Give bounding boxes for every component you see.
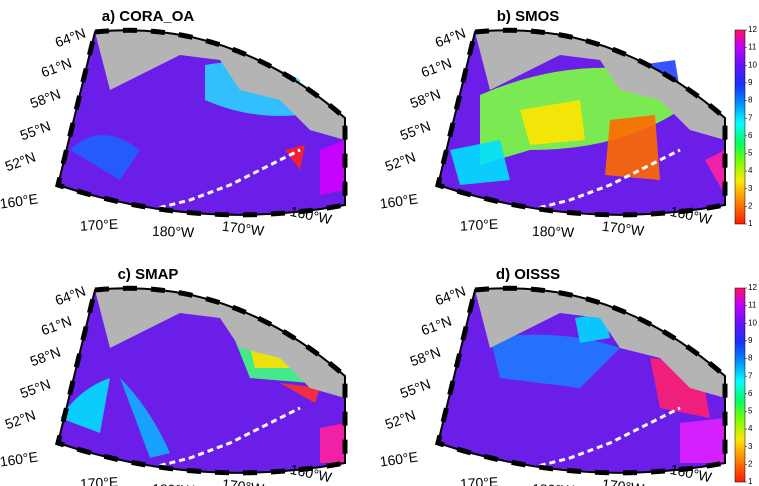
ocean (58, 30, 345, 215)
salinity-patch (605, 115, 660, 180)
panel-title: c) SMAP (118, 266, 179, 283)
salinity-patch (320, 140, 345, 195)
aleutian-islands (529, 406, 681, 470)
map-panel: b) SMOS 64°N 61°N 58°N 55°N 52°N 160°E 170°E 180… (379, 8, 728, 240)
latitude-label: 64°N (53, 283, 88, 309)
colorbar-tick-label: 5 (748, 407, 753, 416)
salinity-patch (120, 378, 170, 458)
land (475, 288, 725, 398)
frame-ticks (435, 285, 728, 476)
colorbar-tick-label: 10 (748, 60, 757, 69)
latitude-label: 55°N (398, 376, 433, 402)
frame-ticks (435, 27, 728, 218)
colorbar (734, 29, 746, 225)
land (475, 30, 725, 141)
land (95, 30, 345, 141)
colorbar-tick-label: 6 (748, 131, 753, 140)
colorbar-tick-label: 2 (748, 201, 753, 210)
latitude-label: 61°N (419, 55, 454, 81)
latitude-label: 52°N (3, 407, 38, 433)
map-panel: d) OISSS 64°N 61°N 58°N 55°N 52°N 160°E 170°E 18… (379, 266, 728, 486)
longitude-label: 160°E (379, 190, 419, 211)
aleutian-islands (529, 148, 681, 212)
colorbar-tick-label: 11 (748, 43, 757, 52)
colorbar-tick-label: 3 (748, 184, 753, 193)
salinity-patch (680, 418, 725, 463)
longitude-label: 170°E (460, 216, 499, 234)
latitude-label: 61°N (419, 313, 454, 339)
colorbar-tick-label: 1 (748, 219, 753, 228)
colorbar-tick-label: 11 (748, 301, 757, 310)
colorbar-tick-label: 4 (748, 424, 753, 433)
panel-title: a) CORA_OA (102, 8, 195, 25)
land (95, 288, 345, 398)
map-panel: c) SMAP 64°N 61°N 58°N 55°N 52°N 160°E 170°E 180… (0, 266, 348, 486)
colorbar-tick-label: 2 (748, 459, 753, 468)
salinity-patch (705, 150, 725, 195)
aleutian-islands (149, 406, 301, 470)
colorbar-tick-label: 12 (748, 25, 757, 34)
latitude-label: 58°N (408, 344, 443, 370)
panel-title: b) SMOS (497, 8, 560, 25)
latitude-label: 58°N (28, 344, 63, 370)
frame-ticks (55, 285, 348, 476)
latitude-label: 61°N (39, 55, 74, 81)
colorbar-tick-label: 6 (748, 389, 753, 398)
longitude-label: 180°W (152, 481, 195, 486)
longitude-label: 170°W (601, 218, 646, 239)
longitude-label: 170°W (601, 476, 646, 486)
aleutian-islands (149, 148, 301, 212)
longitude-label: 160°E (0, 448, 39, 469)
longitude-label: 170°E (80, 216, 119, 234)
map-panel: a) CORA_OA 64°N 61°N 58°N 55°N 52°N 160°E 170°E… (0, 8, 348, 240)
longitude-label: 170°W (221, 476, 266, 486)
latitude-label: 52°N (3, 149, 38, 175)
salinity-patch (320, 423, 345, 463)
salinity-patch (60, 378, 110, 433)
frame-ticks (55, 27, 348, 218)
salinity-patch (450, 140, 510, 185)
latitude-label: 52°N (383, 407, 418, 433)
colorbar-tick-label: 8 (748, 96, 753, 105)
longitude-label: 180°W (532, 223, 575, 240)
longitude-label: 170°W (221, 218, 266, 239)
panel-title: d) OISSS (496, 266, 560, 283)
longitude-label: 170°E (80, 474, 119, 486)
salinity-patch (490, 334, 620, 388)
salinity-patch (575, 313, 610, 343)
longitude-label: 160°E (0, 190, 39, 211)
colorbar-tick-label: 10 (748, 318, 757, 327)
colorbar-tick-label: 4 (748, 166, 753, 175)
latitude-label: 55°N (18, 376, 53, 402)
longitude-label: 160°E (379, 448, 419, 469)
latitude-label: 52°N (383, 149, 418, 175)
latitude-label: 64°N (53, 25, 88, 51)
latitude-label: 58°N (28, 86, 63, 112)
colorbar-tick-label: 12 (748, 283, 757, 292)
longitude-label: 170°E (460, 474, 499, 486)
colorbar-tick-label: 8 (748, 354, 753, 363)
latitude-label: 55°N (398, 118, 433, 144)
latitude-label: 64°N (433, 283, 468, 309)
colorbar-tick-label: 7 (748, 113, 753, 122)
longitude-label: 180°W (532, 481, 575, 486)
colorbar (734, 287, 746, 483)
colorbar-tick-label: 5 (748, 149, 753, 158)
latitude-label: 58°N (408, 86, 443, 112)
salinity-patch (520, 100, 585, 145)
latitude-label: 55°N (18, 118, 53, 144)
colorbar-tick-label: 7 (748, 371, 753, 380)
latitude-label: 64°N (433, 25, 468, 51)
salinity-patch (70, 135, 140, 180)
colorbar-tick-label: 9 (748, 78, 753, 87)
colorbar-tick-label: 9 (748, 336, 753, 345)
longitude-label: 180°W (152, 223, 195, 240)
latitude-label: 61°N (39, 313, 74, 339)
colorbar-tick-label: 3 (748, 442, 753, 451)
colorbar-tick-label: 1 (748, 477, 753, 486)
